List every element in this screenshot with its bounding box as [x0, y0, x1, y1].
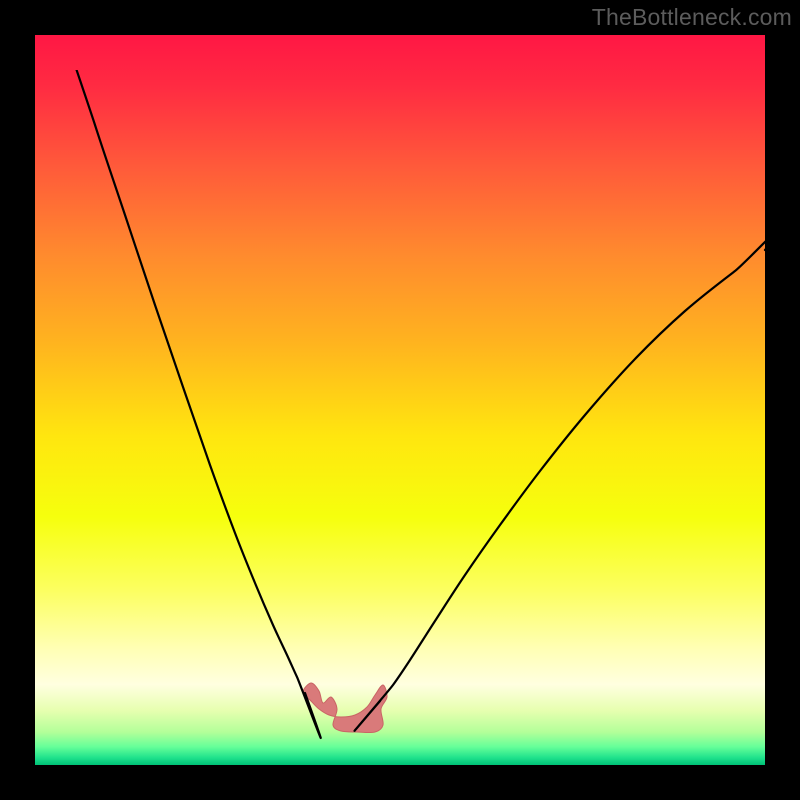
watermark-text: TheBottleneck.com — [592, 4, 792, 31]
chart-svg — [0, 0, 800, 800]
chart-root: TheBottleneck.com — [0, 0, 800, 800]
plot-background-gradient — [35, 35, 765, 765]
